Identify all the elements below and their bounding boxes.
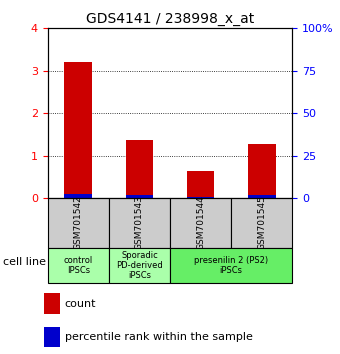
Text: GSM701544: GSM701544 — [196, 196, 205, 250]
Bar — [109, 248, 170, 283]
Text: GSM701545: GSM701545 — [257, 195, 266, 251]
Title: GDS4141 / 238998_x_at: GDS4141 / 238998_x_at — [86, 12, 254, 26]
Bar — [109, 198, 170, 248]
Text: GSM701542: GSM701542 — [74, 196, 83, 250]
Bar — [126, 139, 153, 198]
Bar — [44, 327, 60, 347]
Bar — [248, 195, 275, 198]
Bar — [187, 196, 214, 198]
Bar — [65, 62, 92, 198]
Text: percentile rank within the sample: percentile rank within the sample — [65, 332, 253, 342]
Bar — [187, 171, 214, 198]
Text: control
IPSCs: control IPSCs — [64, 256, 93, 275]
Bar — [126, 195, 153, 198]
Text: GSM701543: GSM701543 — [135, 195, 144, 251]
Bar — [248, 144, 275, 198]
Bar — [170, 198, 231, 248]
Bar — [65, 194, 92, 198]
Bar — [48, 248, 109, 283]
Bar — [48, 198, 109, 248]
Bar — [44, 293, 60, 314]
Text: cell line: cell line — [3, 257, 46, 267]
Text: count: count — [65, 298, 96, 309]
Text: presenilin 2 (PS2)
iPSCs: presenilin 2 (PS2) iPSCs — [194, 256, 268, 275]
Bar — [170, 248, 292, 283]
Bar — [231, 198, 292, 248]
Text: Sporadic
PD-derived
iPSCs: Sporadic PD-derived iPSCs — [116, 251, 163, 280]
